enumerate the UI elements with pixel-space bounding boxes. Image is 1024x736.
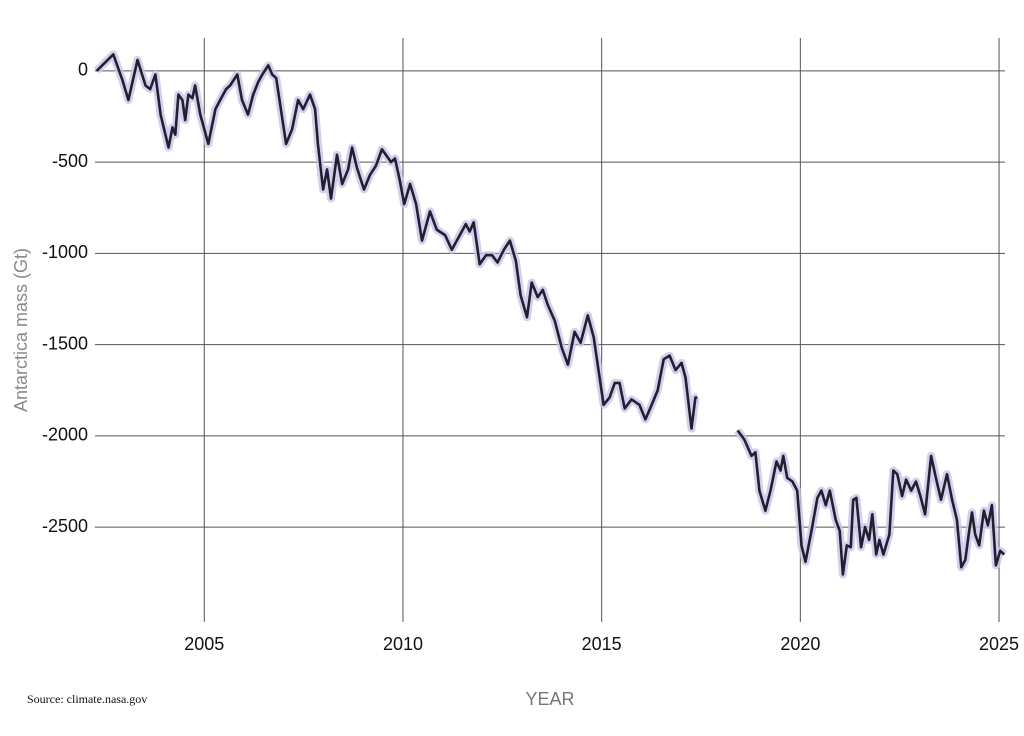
x-axis-label: YEAR (525, 689, 574, 709)
y-tick-label: -1000 (42, 242, 88, 262)
data-line (95, 53, 1006, 576)
x-tick-label: 2020 (780, 634, 820, 654)
y-tick-label: -2500 (42, 516, 88, 536)
x-tick-label: 2005 (184, 634, 224, 654)
x-tick-label: 2015 (582, 634, 622, 654)
x-tick-label: 2025 (979, 634, 1019, 654)
y-tick-label: 0 (78, 60, 88, 80)
y-tick-label: -2000 (42, 425, 88, 445)
x-tick-label: 2010 (383, 634, 423, 654)
y-axis-label: Antarctica mass (Gt) (11, 248, 31, 412)
source-note: Source: climate.nasa.gov (27, 692, 147, 706)
y-tick-label: -500 (52, 151, 88, 171)
uncertainty-band (93, 50, 1007, 579)
y-tick-label: -1500 (42, 333, 88, 353)
